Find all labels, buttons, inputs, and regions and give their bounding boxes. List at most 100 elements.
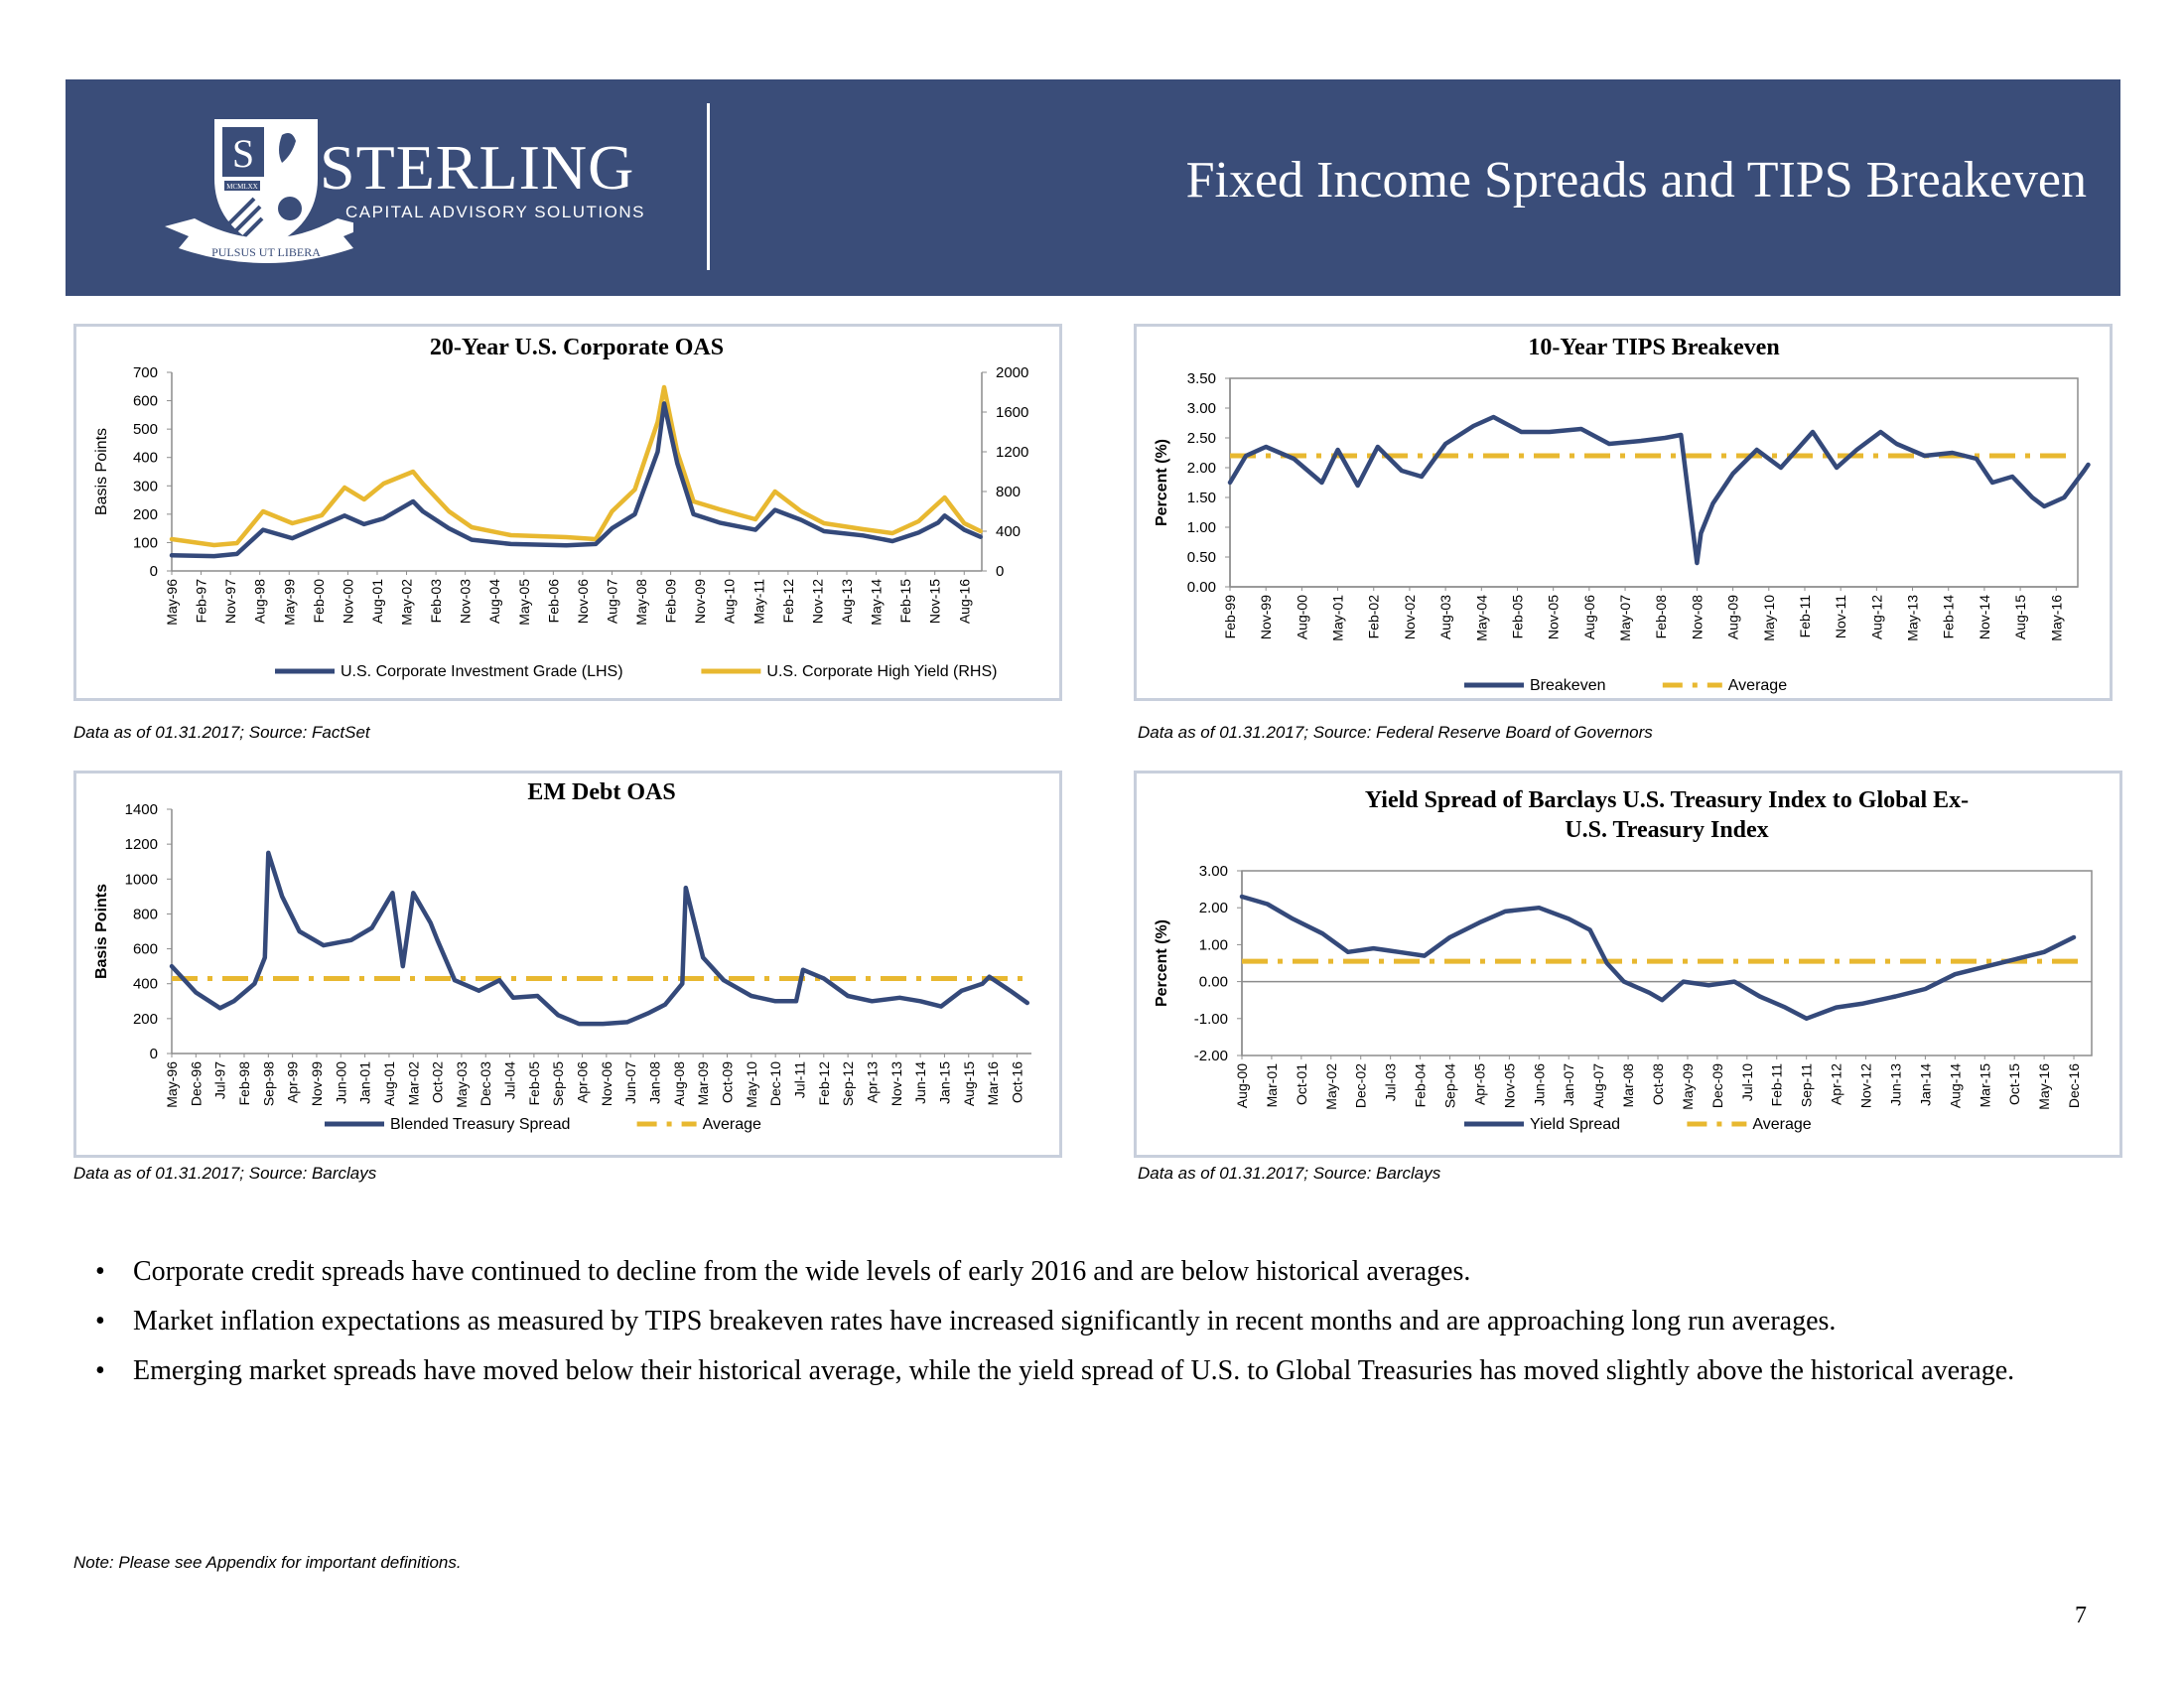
y-tick-label: 500 (133, 421, 158, 438)
x-tick-label: Feb-05 (1509, 595, 1525, 639)
x-tick-label: Aug-13 (839, 579, 855, 624)
x-tick-label: Mar-15 (1977, 1063, 1992, 1108)
brand-subtitle: CAPITAL ADVISORY SOLUTIONS (345, 203, 645, 221)
x-tick-label: Nov-06 (575, 579, 591, 624)
x-tick-label: Dec-09 (1709, 1063, 1725, 1108)
page-title: Fixed Income Spreads and TIPS Breakeven (1185, 152, 2087, 209)
corporate-oas-chart: 20-Year U.S. Corporate OAS 700 600 500 400 30… (93, 335, 1028, 680)
x-tick-label: Feb-11 (1797, 595, 1813, 638)
x-tick-label: Dec-96 (188, 1061, 204, 1106)
x-tick-label: Aug-09 (1725, 595, 1741, 639)
x-tick-label: Feb-98 (236, 1061, 252, 1106)
y-tick-label: 1.00 (1199, 936, 1228, 953)
x-tick-label: Nov-05 (1546, 595, 1562, 639)
x-tick-label: Jan-08 (647, 1061, 663, 1104)
series-line (1239, 894, 2077, 1022)
y-tick-label: -2.00 (1194, 1048, 1228, 1064)
x-tick-label: May-03 (454, 1061, 470, 1108)
y-tick-label: -1.00 (1194, 1011, 1228, 1028)
x-tick-label: Feb-12 (816, 1061, 832, 1106)
x-tick-label: Jan-14 (1917, 1063, 1933, 1106)
y-tick-label: 400 (133, 976, 158, 993)
x-tick-label: Nov-13 (888, 1061, 904, 1106)
logo-year: MCMLXX (226, 183, 258, 191)
y2-tick-label: 0 (996, 563, 1004, 580)
x-tick-label: Dec-16 (2066, 1063, 2082, 1108)
x-tick-label: May-14 (869, 579, 885, 626)
x-tick-label: Apr-99 (285, 1061, 301, 1103)
x-tick-label: Nov-99 (1258, 595, 1274, 639)
x-tick-label: Feb-14 (1941, 595, 1957, 639)
chart-title-line: U.S. Treasury Index (1565, 817, 1768, 843)
x-tick-label: Mar-02 (405, 1061, 421, 1106)
y-tick-label: 700 (133, 364, 158, 381)
y-tick-label: 2.00 (1187, 460, 1216, 477)
y-axis-label: Basis Points (93, 428, 110, 515)
x-tick-label: May-16 (2048, 595, 2064, 641)
y-tick-label: 200 (133, 506, 158, 523)
y-axis-label: Percent (%) (1154, 919, 1170, 1007)
y2-tick-label: 1600 (996, 404, 1028, 421)
x-tick-label: Jun-14 (912, 1061, 928, 1104)
x-tick-label: Sep-12 (840, 1061, 856, 1106)
x-tick-label: Oct-09 (719, 1061, 735, 1103)
y2-tick-label: 2000 (996, 364, 1028, 381)
series-line (169, 850, 1030, 1027)
x-tick-label: May-13 (1905, 595, 1921, 641)
x-tick-label: Aug-00 (1294, 595, 1309, 639)
x-tick-label: Nov-15 (927, 579, 943, 624)
x-tick-label: Nov-00 (340, 579, 355, 624)
x-tick-label: Oct-01 (1294, 1063, 1309, 1105)
x-tick-label: May-02 (1323, 1063, 1339, 1110)
header-banner: S MCMLXX PULSUS UT LIBERA STERLING CAPIT… (66, 79, 2120, 296)
legend-label: Breakeven (1530, 677, 1606, 694)
x-tick-label: Jul-03 (1383, 1063, 1399, 1101)
x-tick-label: Nov-03 (458, 579, 474, 624)
y-tick-label: 3.00 (1199, 863, 1228, 880)
x-tick-label: Feb-00 (311, 579, 327, 624)
x-tick-label: Nov-12 (1858, 1063, 1874, 1108)
x-tick-label: Jun-06 (1531, 1063, 1547, 1106)
x-tick-label: Oct-15 (2006, 1063, 2022, 1105)
sterling-shield-logo: S MCMLXX PULSUS UT LIBERA (165, 119, 353, 263)
x-tick-label: Aug-12 (1868, 595, 1884, 639)
bullet-item: • Corporate credit spreads have continued… (95, 1256, 1471, 1287)
x-tick-label: Nov-99 (309, 1061, 325, 1106)
chart-title: EM Debt OAS (527, 779, 675, 805)
x-tick-label: Mar-08 (1620, 1063, 1636, 1108)
x-tick-label: Nov-14 (1977, 595, 1992, 639)
x-tick-label: Nov-09 (692, 579, 708, 624)
x-tick-label: May-11 (751, 579, 766, 625)
x-tick-label: Aug-15 (961, 1061, 977, 1106)
x-tick-label: May-10 (1761, 595, 1777, 641)
bullet-text: Corporate credit spreads have continued … (133, 1256, 1471, 1287)
tips-breakeven-chart: 10-Year TIPS Breakeven 3.50 3.00 2.50 2.00 1.… (1154, 335, 2091, 694)
x-tick-label: Nov-97 (222, 579, 238, 624)
x-tick-label: Aug-01 (381, 1061, 397, 1106)
x-tick-label: Feb-05 (526, 1061, 542, 1106)
x-tick-label: Jun-07 (622, 1061, 638, 1104)
x-tick-label: Aug-15 (2012, 595, 2028, 639)
y-tick-label: 1.00 (1187, 519, 1216, 536)
chart-title-line: Yield Spread of Barclays U.S. Treasury I… (1365, 787, 1969, 813)
y2-tick-label: 1200 (996, 444, 1028, 461)
chart-panel-corporate-oas: 20-Year U.S. Corporate OAS 700 600 500 400 30… (73, 324, 1062, 701)
x-tick-label: Sep-04 (1442, 1063, 1458, 1108)
y-tick-label: 1400 (125, 801, 158, 818)
footnote: Note: Please see Appendix for important … (73, 1553, 462, 1572)
x-tick-label: Aug-07 (604, 579, 619, 624)
legend-label: Yield Spread (1530, 1116, 1620, 1133)
x-tick-label: Feb-03 (428, 579, 444, 624)
x-tick-label: Feb-12 (780, 579, 796, 624)
x-tick-label: Sep-98 (260, 1061, 276, 1106)
y-axis-label: Basis Points (93, 884, 110, 979)
chart-panel-yield-spread: Yield Spread of Barclays U.S. Treasury I… (1134, 771, 2122, 1158)
bullet-item: • Emerging market spreads have moved belo… (95, 1355, 2015, 1386)
x-tick-label: Nov-05 (1501, 1063, 1517, 1108)
x-tick-label: Feb-04 (1413, 1063, 1429, 1108)
chart-title: 20-Year U.S. Corporate OAS (430, 335, 724, 360)
x-tick-label: Aug-00 (1234, 1063, 1250, 1108)
x-tick-label: May-09 (1680, 1063, 1696, 1110)
x-tick-label: Mar-16 (985, 1061, 1001, 1106)
x-tick-label: Nov-11 (1833, 595, 1848, 638)
